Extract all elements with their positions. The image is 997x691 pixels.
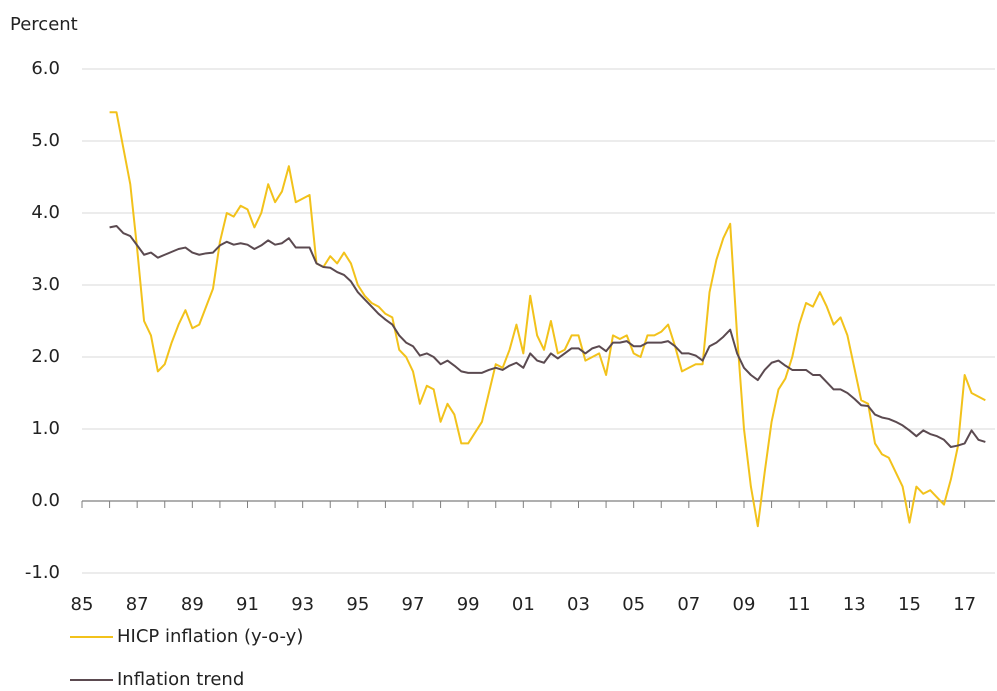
series-line bbox=[109, 224, 986, 448]
series-line bbox=[109, 111, 986, 528]
x-tick-label: 01 bbox=[512, 594, 535, 615]
y-tick-label: 3.0 bbox=[31, 274, 60, 295]
x-tick-label: 09 bbox=[733, 594, 756, 615]
y-tick-label: 4.0 bbox=[31, 202, 60, 223]
x-tick-label: 89 bbox=[181, 594, 204, 615]
x-tick-label: 11 bbox=[788, 594, 811, 615]
y-axis-label: Percent bbox=[10, 14, 78, 35]
x-tick-label: 15 bbox=[898, 594, 921, 615]
x-tick-label: 85 bbox=[71, 594, 94, 615]
x-tick-label: 91 bbox=[236, 594, 259, 615]
y-tick-label: 1.0 bbox=[31, 418, 60, 439]
y-tick-label: 2.0 bbox=[31, 346, 60, 367]
x-tick-label: 05 bbox=[622, 594, 645, 615]
x-tick-label: 13 bbox=[843, 594, 866, 615]
y-tick-label: 0.0 bbox=[31, 490, 60, 511]
x-tick-label: 95 bbox=[346, 594, 369, 615]
y-tick-label: 6.0 bbox=[31, 58, 60, 79]
y-tick-label: 5.0 bbox=[31, 130, 60, 151]
x-tick-label: 07 bbox=[677, 594, 700, 615]
x-tick-label: 03 bbox=[567, 594, 590, 615]
legend-label: HICP inflation (y-o-y) bbox=[117, 626, 303, 647]
x-tick-label: 93 bbox=[291, 594, 314, 615]
x-tick-label: 97 bbox=[402, 594, 425, 615]
legend-label: Inflation trend bbox=[117, 669, 244, 690]
x-tick-label: 17 bbox=[953, 594, 976, 615]
x-tick-label: 99 bbox=[457, 594, 480, 615]
y-tick-label: -1.0 bbox=[25, 562, 60, 583]
x-tick-label: 87 bbox=[126, 594, 149, 615]
